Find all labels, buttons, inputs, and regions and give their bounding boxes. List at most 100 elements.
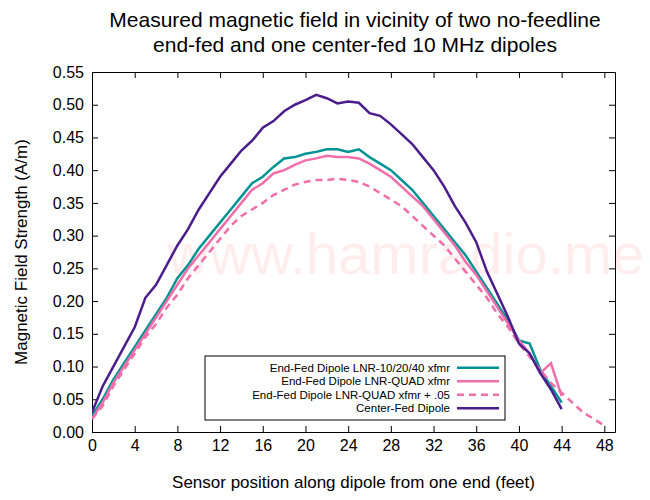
tick-mark xyxy=(92,72,93,78)
tick xyxy=(609,203,615,204)
tick-mark xyxy=(263,72,264,78)
tick xyxy=(609,105,615,106)
axis-line xyxy=(615,73,616,433)
tick-mark xyxy=(609,301,615,302)
tick xyxy=(434,72,435,78)
tick-mark xyxy=(609,268,615,269)
tick-mark xyxy=(177,72,178,78)
tick-label: 0.25 xyxy=(53,260,84,277)
tick-label: 0.10 xyxy=(53,358,84,375)
tick-mark xyxy=(92,268,98,269)
tick-mark xyxy=(92,137,98,138)
tick-label: 0.30 xyxy=(53,227,84,244)
tick: 44 xyxy=(553,426,571,454)
tick-mark xyxy=(135,72,136,78)
tick xyxy=(348,72,349,78)
tick xyxy=(609,236,615,237)
legend-swatch xyxy=(457,367,499,370)
tick xyxy=(92,72,93,78)
tick-mark xyxy=(263,426,264,432)
tick-mark xyxy=(562,426,563,432)
tick: 0.55 xyxy=(53,64,98,81)
tick xyxy=(609,137,615,138)
tick: 0.45 xyxy=(53,129,98,146)
tick: 0.25 xyxy=(53,260,98,277)
tick-mark xyxy=(305,72,306,78)
tick-label: 4 xyxy=(131,437,140,454)
y-axis-right xyxy=(609,73,616,433)
tick-mark xyxy=(609,236,615,237)
tick-mark xyxy=(562,72,563,78)
tick xyxy=(305,72,306,78)
tick: 0.50 xyxy=(53,96,98,113)
tick xyxy=(476,72,477,78)
axis-line xyxy=(93,72,616,73)
legend-label: End-Fed Dipole LNR-QUAD xfmr + .05 xyxy=(252,389,450,401)
axis-line xyxy=(92,73,93,433)
tick: 0.10 xyxy=(53,358,98,375)
tick-label: 48 xyxy=(596,437,614,454)
tick-label: 0.15 xyxy=(53,325,84,342)
tick-mark xyxy=(348,426,349,432)
tick-mark xyxy=(92,236,98,237)
tick xyxy=(609,72,615,73)
tick xyxy=(562,72,563,78)
tick-mark xyxy=(92,203,98,204)
tick-mark xyxy=(609,137,615,138)
tick: 0.05 xyxy=(53,391,98,408)
title-line: Measured magnetic field in vicinity of t… xyxy=(109,8,600,31)
legend-label: End-Fed Dipole LNR-QUAD xfmr xyxy=(281,375,450,387)
tick-mark xyxy=(476,426,477,432)
tick-label: 0.05 xyxy=(53,391,84,408)
tick-label: 32 xyxy=(425,437,443,454)
tick: 40 xyxy=(511,426,529,454)
tick-mark xyxy=(220,426,221,432)
tick: 32 xyxy=(425,426,443,454)
tick xyxy=(177,72,178,78)
axis-line xyxy=(93,432,616,433)
tick-label: 20 xyxy=(297,437,315,454)
tick-mark xyxy=(609,72,615,73)
tick-mark xyxy=(92,301,98,302)
tick: 36 xyxy=(468,426,486,454)
tick-mark xyxy=(476,72,477,78)
tick-mark xyxy=(519,72,520,78)
x-axis-title: Sensor position along dipole from one en… xyxy=(172,473,535,492)
tick-label: 16 xyxy=(254,437,272,454)
tick: 0.40 xyxy=(53,162,98,179)
tick-label: 24 xyxy=(340,437,358,454)
x-axis: 04812162024283236404448 xyxy=(88,426,615,454)
tick: 20 xyxy=(297,426,315,454)
tick-mark xyxy=(92,432,98,433)
legend-swatch xyxy=(457,394,499,397)
title-line: end-fed and one center-fed 10 MHz dipole… xyxy=(153,33,557,56)
tick-label: 0.50 xyxy=(53,96,84,113)
series-line xyxy=(92,179,604,426)
tick-label: 44 xyxy=(553,437,571,454)
tick-label: 0 xyxy=(88,437,97,454)
tick-mark xyxy=(609,203,615,204)
tick-mark xyxy=(519,426,520,432)
tick-mark xyxy=(92,367,98,368)
tick-mark xyxy=(220,72,221,78)
tick-mark xyxy=(391,426,392,432)
tick-mark xyxy=(609,170,615,171)
tick: 28 xyxy=(382,426,400,454)
tick-mark xyxy=(391,72,392,78)
tick: 0.00 xyxy=(53,424,98,441)
tick: 8 xyxy=(173,426,182,454)
tick-mark xyxy=(434,426,435,432)
tick xyxy=(391,72,392,78)
tick xyxy=(135,72,136,78)
legend-box xyxy=(205,356,505,420)
tick-label: 0.20 xyxy=(53,293,84,310)
tick-mark xyxy=(609,334,615,335)
tick xyxy=(609,399,615,400)
x-axis-top xyxy=(93,72,616,78)
tick xyxy=(609,432,615,433)
y-axis: 0.000.050.100.150.200.250.300.350.400.45… xyxy=(53,64,98,441)
tick-label: 8 xyxy=(173,437,182,454)
tick-label: 12 xyxy=(212,437,230,454)
lines xyxy=(92,95,604,426)
tick-mark xyxy=(305,426,306,432)
